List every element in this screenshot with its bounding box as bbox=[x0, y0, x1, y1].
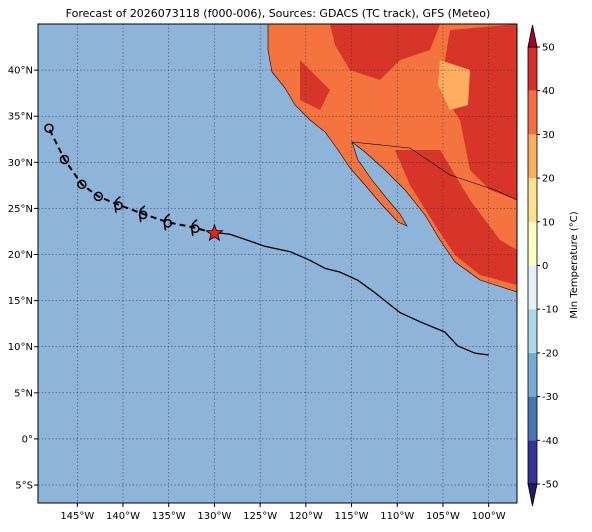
colorbar-label: Min Temperature (°C) bbox=[569, 211, 580, 318]
colorbar-tick-label: -50 bbox=[542, 480, 558, 491]
x-tick-label: 105°W bbox=[426, 511, 460, 522]
x-tick-label: 110°W bbox=[380, 511, 414, 522]
x-tick-label: 135°W bbox=[152, 511, 186, 522]
colorbar-under bbox=[527, 483, 538, 507]
colorbar-over bbox=[527, 24, 538, 48]
track-line bbox=[214, 231, 489, 356]
y-tick-label: 0° bbox=[22, 434, 33, 445]
y-tick-label: 10°N bbox=[8, 342, 33, 353]
colorbar-band bbox=[528, 352, 537, 397]
colorbar-band bbox=[528, 47, 537, 91]
y-tick-label: 25°N bbox=[8, 204, 33, 215]
hurricane-symbol bbox=[138, 205, 148, 223]
hurricane-symbol bbox=[190, 219, 200, 237]
colorbar-tick-label: 20 bbox=[542, 174, 555, 185]
track-line bbox=[48, 127, 215, 235]
y-tick-label: 20°N bbox=[8, 250, 33, 261]
colorbar-band bbox=[528, 134, 537, 179]
x-tick-label: 145°W bbox=[60, 511, 94, 522]
colorbar-tick-label: 50 bbox=[542, 43, 555, 54]
x-tick-label: 100°W bbox=[472, 511, 506, 522]
land-patch bbox=[300, 60, 330, 110]
land-patch bbox=[395, 150, 517, 285]
track-point bbox=[59, 154, 70, 165]
y-tick-label: 5°S bbox=[15, 481, 33, 492]
x-tick-label: 115°W bbox=[335, 511, 369, 522]
land-patch bbox=[438, 60, 470, 110]
hurricane-symbol bbox=[163, 213, 173, 231]
colorbar-tick-label: -40 bbox=[542, 436, 558, 447]
colorbar-tick-label: 0 bbox=[542, 261, 548, 272]
x-tick-label: 125°W bbox=[243, 511, 277, 522]
colorbar-band bbox=[528, 396, 537, 441]
colorbar-band bbox=[528, 309, 537, 353]
x-tick-label: 120°W bbox=[289, 511, 323, 522]
colorbar-tick-label: -20 bbox=[542, 348, 558, 359]
map-frame bbox=[37, 23, 518, 504]
x-tick-label: 140°W bbox=[106, 511, 140, 522]
grid bbox=[38, 24, 517, 503]
title: Forecast of 2026073118 (f000-006), Sourc… bbox=[66, 7, 491, 20]
colorbar-tick-label: 30 bbox=[542, 130, 555, 141]
border bbox=[351, 141, 518, 201]
y-tick-label: 15°N bbox=[8, 296, 33, 307]
current-position bbox=[205, 223, 224, 242]
colorbar-band bbox=[528, 265, 537, 310]
track-point bbox=[93, 191, 104, 202]
colorbar-band bbox=[528, 178, 537, 222]
colorbar-tick-label: 40 bbox=[542, 86, 555, 97]
colorbar-tick-label: -10 bbox=[542, 305, 558, 316]
track-point bbox=[77, 179, 87, 190]
y-tick-label: 5°N bbox=[14, 388, 33, 399]
colorbar-tick-label: -30 bbox=[542, 392, 558, 403]
colorbar-tick-label: 10 bbox=[542, 217, 555, 228]
track-point bbox=[44, 123, 54, 133]
y-tick-label: 40°N bbox=[8, 66, 33, 77]
land-patch bbox=[330, 24, 440, 80]
y-tick-label: 30°N bbox=[8, 158, 33, 169]
colorbar-band bbox=[528, 90, 537, 135]
land bbox=[267, 23, 518, 293]
x-tick-label: 130°W bbox=[197, 511, 231, 522]
colorbar-band bbox=[528, 440, 537, 484]
hurricane-symbol bbox=[114, 196, 123, 214]
colorbar-band bbox=[528, 221, 537, 266]
y-tick-label: 35°N bbox=[8, 112, 33, 123]
